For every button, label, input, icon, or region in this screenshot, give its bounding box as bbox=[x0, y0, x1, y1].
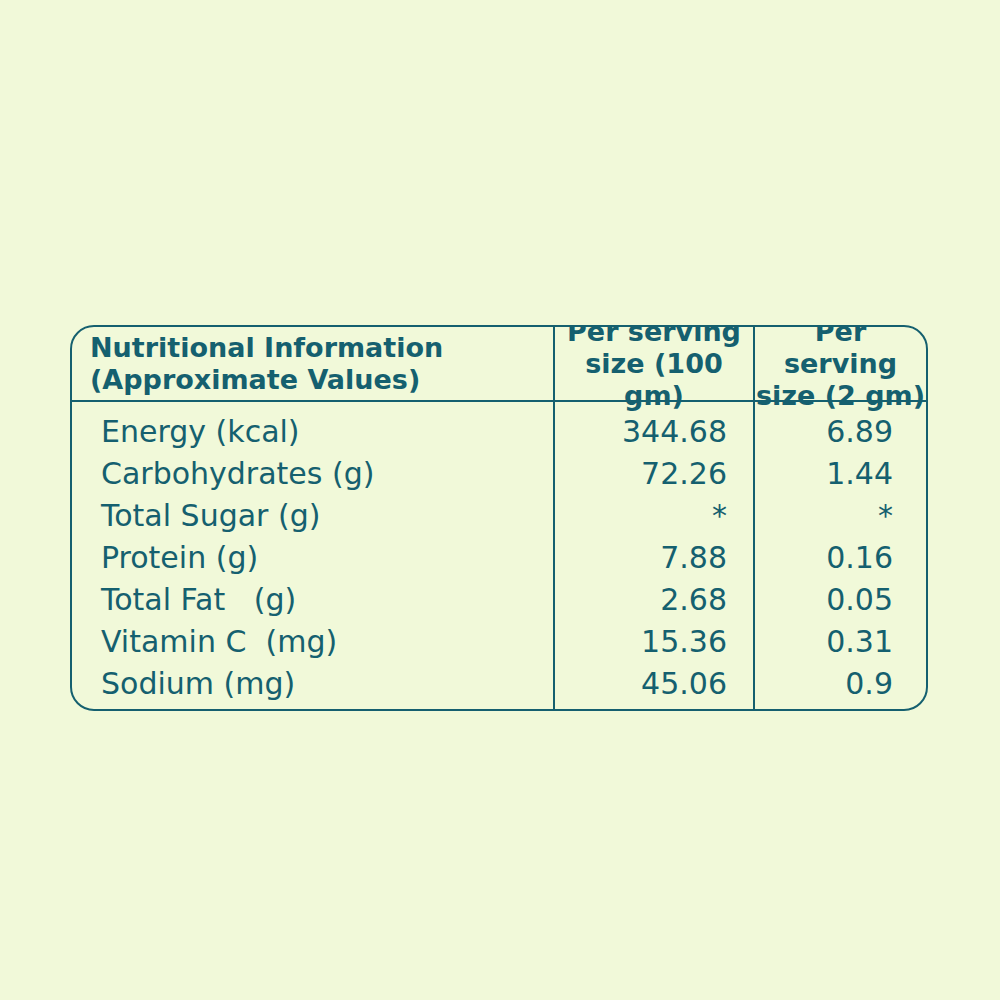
nutrient-name-list: Energy (kcal) Carbohydrates (g) Total Su… bbox=[72, 402, 553, 705]
row-label-carbohydrates: Carbohydrates (g) bbox=[72, 453, 553, 495]
value-vitamin-c-100gm: 15.36 bbox=[555, 621, 753, 663]
value-total-fat-100gm: 2.68 bbox=[555, 579, 753, 621]
row-label-protein: Protein (g) bbox=[72, 537, 553, 579]
column-nutrient-names: Nutritional Information (Approximate Val… bbox=[72, 327, 555, 709]
column-per-serving-100gm: Per serving size (100 gm) 344.68 72.26 *… bbox=[555, 327, 755, 709]
value-protein-100gm: 7.88 bbox=[555, 537, 753, 579]
value-energy-2gm: 6.89 bbox=[755, 411, 926, 453]
row-label-total-fat: Total Fat (g) bbox=[72, 579, 553, 621]
header-per-serving-100gm: Per serving size (100 gm) bbox=[555, 327, 753, 402]
value-protein-2gm: 0.16 bbox=[755, 537, 926, 579]
value-energy-100gm: 344.68 bbox=[555, 411, 753, 453]
header-per-serving-2gm: Per serving size (2 gm) bbox=[755, 327, 926, 402]
row-label-sodium: Sodium (mg) bbox=[72, 663, 553, 705]
value-vitamin-c-2gm: 0.31 bbox=[755, 621, 926, 663]
value-carbohydrates-100gm: 72.26 bbox=[555, 453, 753, 495]
row-label-energy: Energy (kcal) bbox=[72, 411, 553, 453]
row-label-total-sugar: Total Sugar (g) bbox=[72, 495, 553, 537]
values-100gm-list: 344.68 72.26 * 7.88 2.68 15.36 45.06 bbox=[555, 402, 753, 705]
column-per-serving-2gm: Per serving size (2 gm) 6.89 1.44 * 0.16… bbox=[755, 327, 926, 709]
nutrition-table: Nutritional Information (Approximate Val… bbox=[70, 325, 928, 711]
value-carbohydrates-2gm: 1.44 bbox=[755, 453, 926, 495]
value-total-sugar-100gm: * bbox=[555, 495, 753, 537]
value-sodium-100gm: 45.06 bbox=[555, 663, 753, 705]
value-total-fat-2gm: 0.05 bbox=[755, 579, 926, 621]
row-label-vitamin-c: Vitamin C (mg) bbox=[72, 621, 553, 663]
values-2gm-list: 6.89 1.44 * 0.16 0.05 0.31 0.9 bbox=[755, 402, 926, 705]
value-sodium-2gm: 0.9 bbox=[755, 663, 926, 705]
header-nutritional-information: Nutritional Information (Approximate Val… bbox=[72, 327, 553, 402]
value-total-sugar-2gm: * bbox=[755, 495, 926, 537]
